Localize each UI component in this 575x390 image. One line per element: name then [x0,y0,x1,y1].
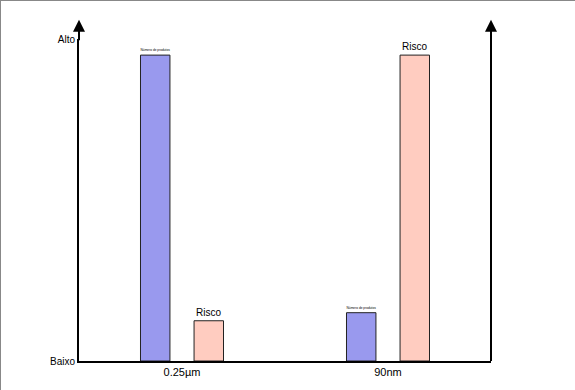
svg-text:Risco: Risco [196,307,221,318]
svg-text:Número de produtos: Número de produtos [347,306,377,310]
svg-text:90nm: 90nm [374,366,402,378]
svg-text:0.25µm: 0.25µm [164,366,201,378]
svg-text:Número de produtos: Número de produtos [141,48,171,52]
svg-text:Alto: Alto [58,34,76,45]
svg-text:Risco: Risco [402,41,427,52]
svg-text:Baixo: Baixo [50,356,75,367]
